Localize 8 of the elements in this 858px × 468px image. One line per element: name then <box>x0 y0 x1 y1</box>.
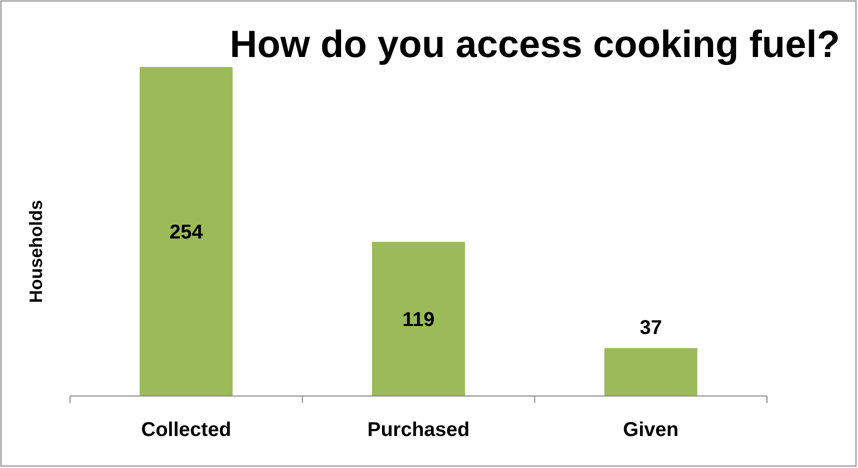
data-label: 37 <box>640 317 662 340</box>
data-label: 254 <box>169 222 204 244</box>
chart-title: How do you access cooking fuel? <box>230 24 840 66</box>
x-tick-label: Given <box>623 419 679 441</box>
data-label: 119 <box>402 308 435 331</box>
x-tick-label: Collected <box>141 419 232 441</box>
y-axis-title: Households <box>26 200 46 304</box>
x-tick-label: Purchased <box>367 419 470 441</box>
